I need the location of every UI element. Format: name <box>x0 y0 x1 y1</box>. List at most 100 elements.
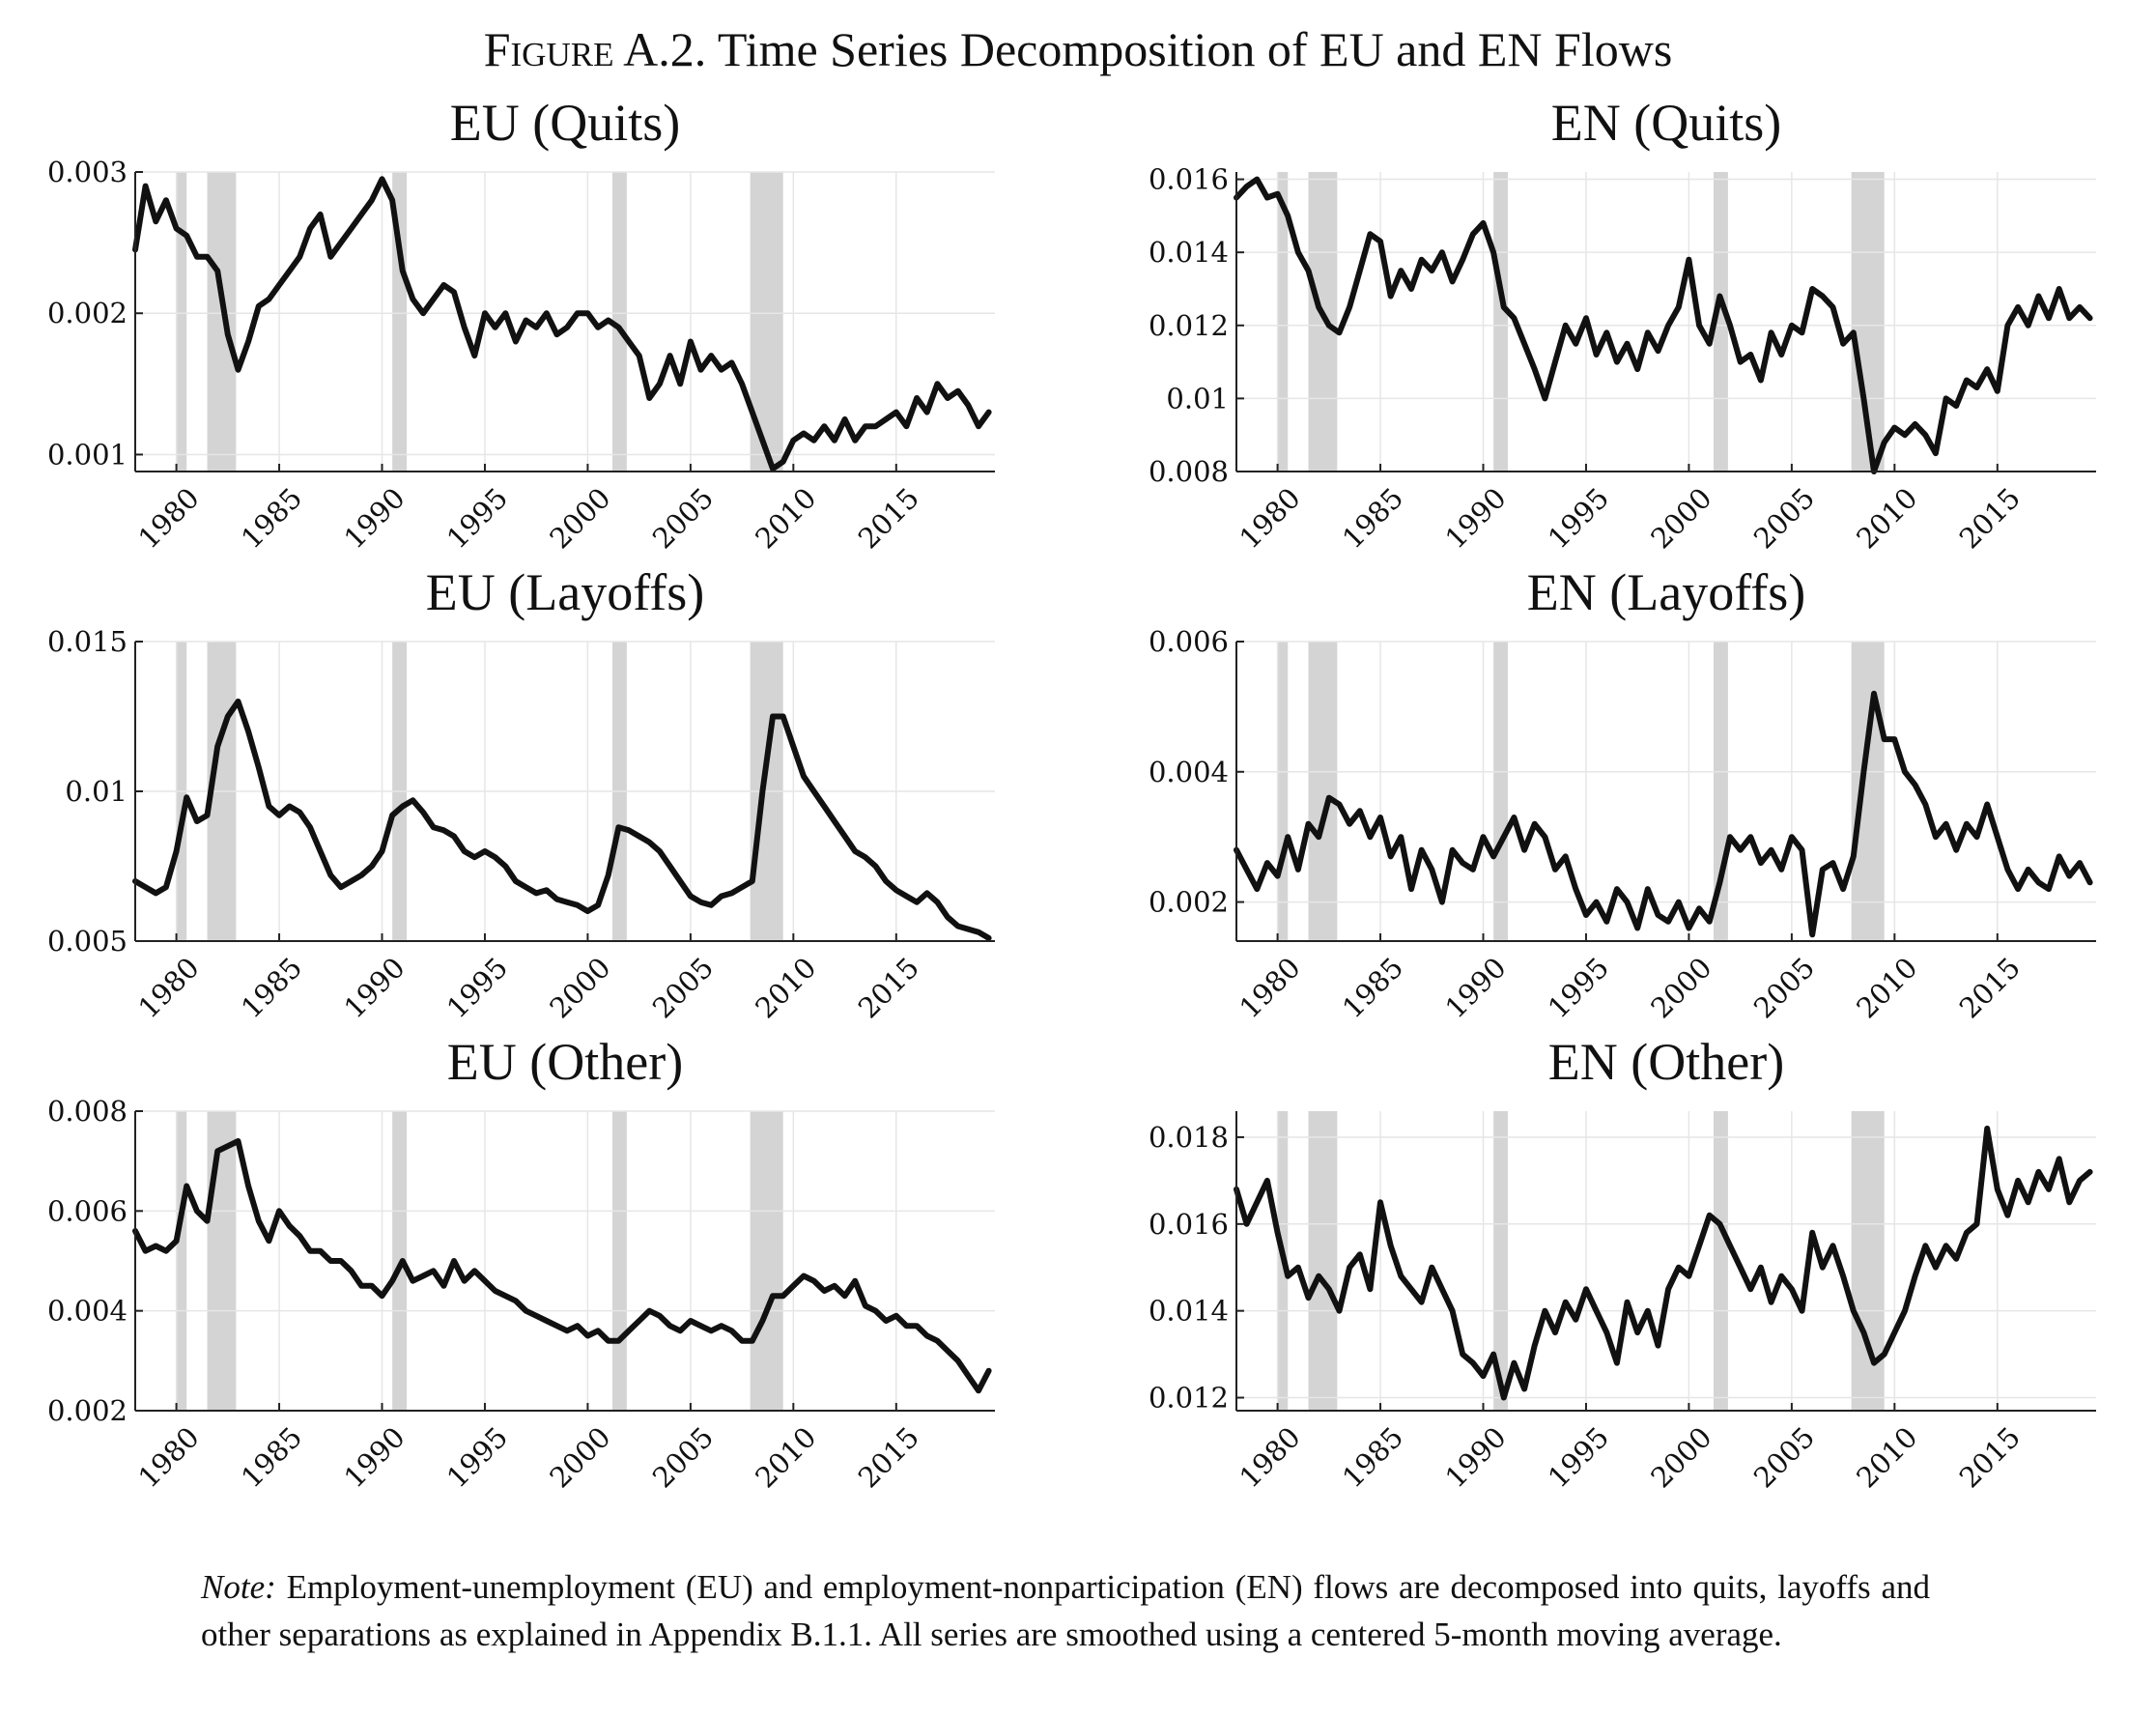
chart-eu-other: 0.002 0.004 0.006 0.008 1980 1985 1990 1995 2000… <box>47 1095 995 1494</box>
recession-band <box>1277 642 1289 941</box>
x-tick-label: 2005 <box>646 951 720 1024</box>
note-label: Note: <box>201 1568 276 1606</box>
x-tick-label: 2010 <box>749 1420 822 1494</box>
x-tick-label: 1990 <box>337 481 411 555</box>
recession-band <box>392 172 408 472</box>
x-tick-label: 1995 <box>1542 1420 1615 1494</box>
series-line <box>132 176 992 472</box>
figure-label: Figure A.2. <box>483 22 707 76</box>
chart-en-other: 0.012 0.014 0.016 0.018 1980 1985 1990 1995 2000… <box>1149 1111 2096 1494</box>
series-line <box>132 1138 992 1394</box>
x-tick-label: 2015 <box>1953 481 2027 555</box>
recession-band <box>1851 1111 1885 1411</box>
series-line <box>1234 690 2093 938</box>
recession-band <box>207 172 237 472</box>
chart-en-layoffs: 0.002 0.004 0.006 1980 1985 1990 1995 2000 2005 2… <box>1149 625 2096 1024</box>
y-tick-label: 0.016 <box>1149 163 1229 196</box>
x-tick-label: 2010 <box>1850 1420 1923 1494</box>
recession-band <box>1308 1111 1338 1411</box>
y-tick-label: 0.008 <box>1149 455 1229 488</box>
y-tick-label: 0.001 <box>47 438 128 471</box>
y-tick-label: 0.006 <box>47 1194 128 1227</box>
x-tick-label: 2015 <box>1953 951 2027 1024</box>
recession-band <box>207 1111 237 1411</box>
series-line <box>1234 176 2093 474</box>
y-tick-label: 0.005 <box>47 925 128 958</box>
x-tick-label: 1985 <box>1336 951 1409 1024</box>
y-tick-label: 0.004 <box>47 1295 128 1328</box>
note-text: Employment-unemployment (EU) and employm… <box>201 1568 1930 1653</box>
x-tick-label: 2010 <box>1850 481 1923 555</box>
x-tick-label: 1985 <box>235 481 308 555</box>
x-tick-label: 1995 <box>440 481 514 555</box>
x-tick-label: 1990 <box>337 1420 411 1494</box>
recession-band <box>1493 172 1509 472</box>
recession-band <box>611 1111 627 1411</box>
y-tick-label: 0.002 <box>1149 886 1229 919</box>
x-tick-label: 1990 <box>1438 1420 1512 1494</box>
chart-en-quits: 0.008 0.01 0.012 0.014 0.016 1980 1985 1990 1995… <box>1149 163 2096 555</box>
panel-title: EU (Other) <box>446 1033 684 1091</box>
recession-band <box>750 1111 783 1411</box>
x-tick-label: 2015 <box>1953 1420 2027 1494</box>
x-tick-label: 1995 <box>440 951 514 1024</box>
y-tick-label: 0.015 <box>47 625 128 658</box>
recession-band <box>611 172 627 472</box>
x-tick-label: 2000 <box>1644 481 1717 555</box>
x-tick-label: 2000 <box>543 481 616 555</box>
y-tick-label: 0.01 <box>1166 382 1229 415</box>
panel-eu-other: EU (Other) 0.002 0.004 0.006 0.008 1980 1985 1… <box>19 1032 1014 1496</box>
panel-title: EN (Layoffs) <box>1526 563 1806 621</box>
x-tick-label: 2010 <box>749 951 822 1024</box>
y-tick-label: 0.004 <box>1149 756 1229 788</box>
x-tick-label: 1980 <box>132 951 206 1024</box>
y-tick-label: 0.002 <box>47 297 128 329</box>
y-tick-label: 0.014 <box>1149 236 1229 269</box>
y-tick-label: 0.014 <box>1149 1295 1229 1328</box>
x-tick-label: 1985 <box>235 951 308 1024</box>
recession-band <box>1851 642 1885 941</box>
x-tick-label: 2000 <box>1644 951 1717 1024</box>
x-tick-label: 2000 <box>543 951 616 1024</box>
panel-title: EN (Quits) <box>1550 94 1782 152</box>
panel-title: EU (Layoffs) <box>425 563 705 621</box>
x-tick-label: 1985 <box>1336 1420 1409 1494</box>
x-tick-label: 2005 <box>1747 481 1821 555</box>
panel-eu-quits: EU (Quits) 0.001 0.002 0.003 1980 1985 1990 19… <box>19 93 1014 557</box>
y-tick-label: 0.016 <box>1149 1208 1229 1241</box>
y-tick-label: 0.006 <box>1149 625 1229 658</box>
figure-title-text: Time Series Decomposition of EU and EN F… <box>717 22 1673 76</box>
panel-title: EU (Quits) <box>449 94 681 152</box>
figure-note: Note: Employment-unemployment (EU) and e… <box>201 1563 1930 1658</box>
x-tick-label: 2010 <box>1850 951 1923 1024</box>
x-tick-label: 2005 <box>1747 1420 1821 1494</box>
x-tick-label: 2015 <box>852 951 925 1024</box>
x-tick-label: 2010 <box>749 481 822 555</box>
x-tick-label: 1980 <box>1234 951 1307 1024</box>
panel-en-layoffs: EN (Layoffs) 0.002 0.004 0.006 1980 1985 1990… <box>1121 562 2115 1026</box>
x-tick-label: 1990 <box>337 951 411 1024</box>
x-tick-label: 2005 <box>646 1420 720 1494</box>
y-tick-label: 0.012 <box>1149 1382 1229 1415</box>
x-tick-label: 1995 <box>1542 481 1615 555</box>
x-tick-label: 1980 <box>132 1420 206 1494</box>
recession-band <box>1308 642 1338 941</box>
chart-eu-quits: 0.001 0.002 0.003 1980 1985 1990 1995 2000 2005 2… <box>47 156 995 555</box>
y-tick-label: 0.018 <box>1149 1121 1229 1154</box>
x-tick-label: 1985 <box>1336 481 1409 555</box>
x-tick-label: 2005 <box>646 481 720 555</box>
y-tick-label: 0.01 <box>65 775 128 808</box>
x-tick-label: 1980 <box>132 481 206 555</box>
recession-band <box>1308 172 1338 472</box>
figure-title: Figure A.2. Time Series Decomposition of… <box>0 21 2156 77</box>
chart-eu-layoffs: 0.005 0.01 0.015 1980 1985 1990 1995 2000 2005 20… <box>47 625 995 1024</box>
x-tick-label: 1995 <box>1542 951 1615 1024</box>
x-tick-label: 2000 <box>543 1420 616 1494</box>
x-tick-label: 1980 <box>1234 481 1307 555</box>
recession-band <box>1277 172 1289 472</box>
y-tick-label: 0.012 <box>1149 309 1229 342</box>
x-tick-label: 2015 <box>852 481 925 555</box>
panel-en-other: EN (Other) 0.012 0.014 0.016 0.018 1980 1985 1… <box>1121 1032 2115 1496</box>
recession-band <box>176 1111 187 1411</box>
y-tick-label: 0.002 <box>47 1394 128 1427</box>
